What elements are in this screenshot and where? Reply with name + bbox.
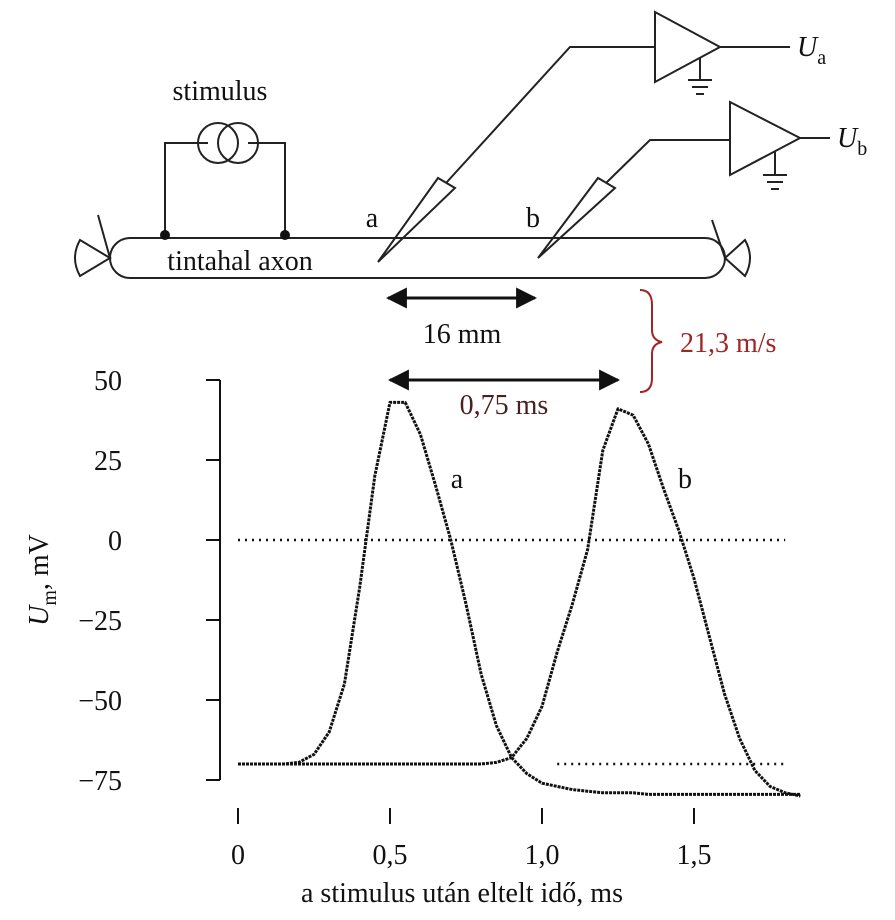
stimulus-coil xyxy=(217,122,259,164)
stimulus-label: stimulus xyxy=(173,76,268,107)
contact xyxy=(280,230,290,240)
y-axis-label: Um, mV xyxy=(24,534,61,626)
brace xyxy=(639,289,663,393)
electrode-b xyxy=(537,139,730,259)
x-tick-label: 1,5 xyxy=(677,840,712,871)
unit: , mV xyxy=(24,534,55,590)
electrode-label: a xyxy=(366,203,379,234)
series-label: b xyxy=(678,464,692,495)
y-tick-label: 25 xyxy=(94,446,122,477)
electrode-label: b xyxy=(526,203,540,234)
y-tick-label: 50 xyxy=(94,366,122,397)
x-tick-label: 0 xyxy=(231,840,245,871)
x-axis-label: a stimulus után eltelt idő, ms xyxy=(301,878,623,909)
symbol: U xyxy=(837,123,859,154)
line-series xyxy=(238,400,801,796)
line-series xyxy=(238,407,801,798)
interval-label: 0,75 ms xyxy=(460,390,549,421)
y-tick-label: 0 xyxy=(108,526,122,557)
chart: a stimulus után eltelt idő, ms Um, mV 50… xyxy=(24,366,801,909)
electrode-a xyxy=(377,46,655,263)
contact xyxy=(160,230,170,240)
symbol: U xyxy=(24,604,55,626)
stimulus-coil xyxy=(197,122,239,164)
y-tick-label: −75 xyxy=(78,766,122,797)
symbol: U xyxy=(797,32,819,63)
distance-label: 16 mm xyxy=(423,319,502,350)
subscript: a xyxy=(817,47,826,69)
subscript: m xyxy=(39,590,61,606)
series-label: a xyxy=(451,464,464,495)
axon-label: tintahal axon xyxy=(167,246,312,277)
output-label: Ua xyxy=(797,32,826,69)
output-label: Ub xyxy=(837,123,867,160)
velocity-label: 21,3 m/s xyxy=(680,328,776,359)
amplifier-a xyxy=(654,10,790,95)
x-tick-label: 0,5 xyxy=(373,840,408,871)
setup-diagram: stimulus tintahal axon a b Ua Ub 16 mm 2… xyxy=(74,10,867,393)
y-tick-label: −25 xyxy=(78,606,122,637)
y-tick-label: −50 xyxy=(78,686,122,717)
subscript: b xyxy=(857,138,867,160)
ties xyxy=(74,214,751,278)
x-tick-label: 1,0 xyxy=(525,840,560,871)
stimulus-wires xyxy=(164,142,286,235)
amplifier-b xyxy=(729,100,830,190)
